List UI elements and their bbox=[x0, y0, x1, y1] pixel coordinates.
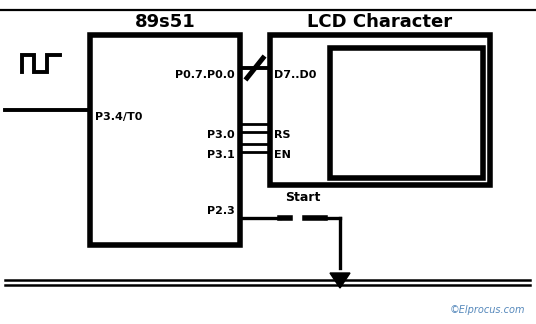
FancyBboxPatch shape bbox=[330, 48, 483, 178]
Text: P3.0: P3.0 bbox=[207, 130, 235, 140]
Text: LCD Character: LCD Character bbox=[308, 13, 452, 31]
Text: D7..D0: D7..D0 bbox=[274, 70, 316, 80]
Text: P0.7.P0.0: P0.7.P0.0 bbox=[175, 70, 235, 80]
Text: ©Elprocus.com: ©Elprocus.com bbox=[450, 305, 525, 315]
FancyBboxPatch shape bbox=[270, 35, 490, 185]
Text: P3.1: P3.1 bbox=[207, 150, 235, 160]
Text: EN: EN bbox=[274, 150, 291, 160]
Text: Start: Start bbox=[285, 191, 320, 204]
Polygon shape bbox=[330, 273, 350, 288]
Text: RS: RS bbox=[274, 130, 291, 140]
Text: P2.3: P2.3 bbox=[207, 206, 235, 216]
Text: 89s51: 89s51 bbox=[135, 13, 196, 31]
FancyBboxPatch shape bbox=[90, 35, 240, 245]
Text: P3.4/T0: P3.4/T0 bbox=[95, 112, 143, 122]
